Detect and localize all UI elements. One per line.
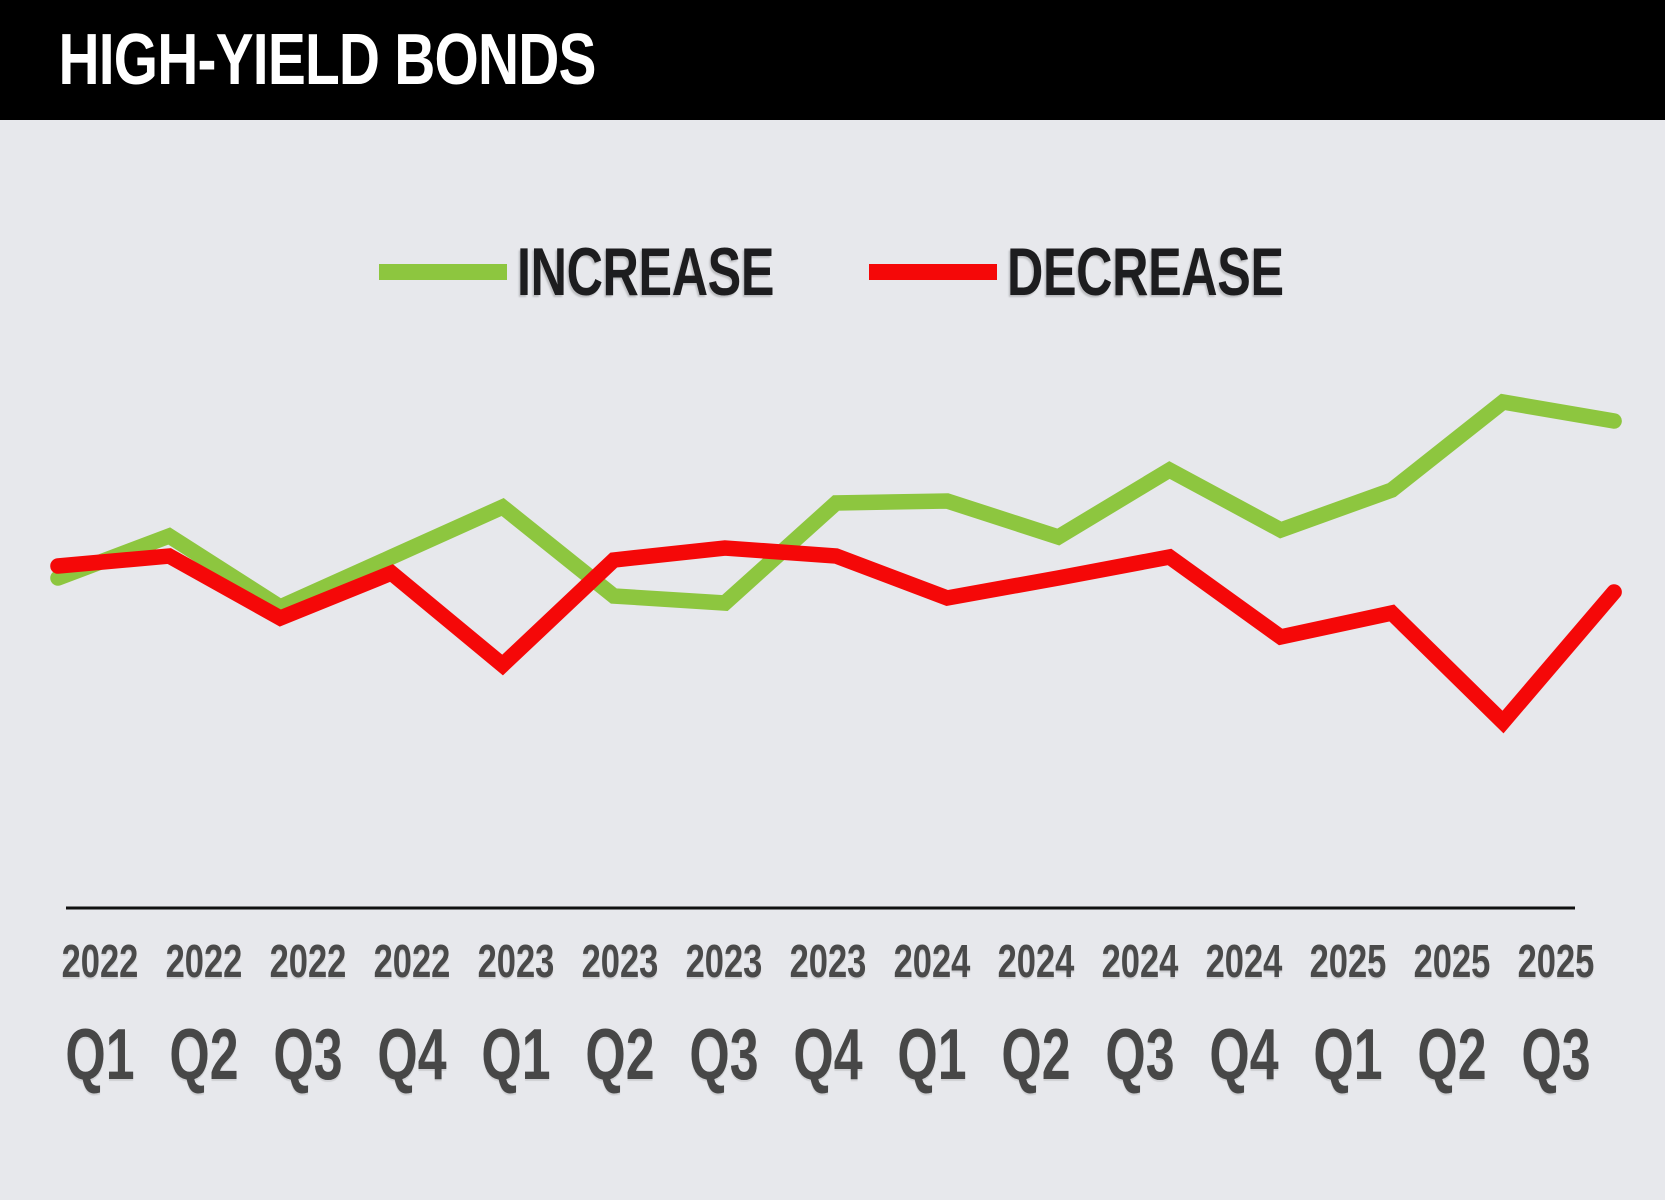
- quarter-label: Q3: [689, 1015, 759, 1095]
- legend-item-decrease: DECREASE: [868, 232, 1287, 312]
- increase-line: [50, 393, 1622, 616]
- x-axis-label-2022-Q4: 2022 Q4: [360, 936, 464, 1092]
- quarter-label: Q2: [1001, 1015, 1071, 1095]
- year-label: 2025: [1309, 935, 1387, 987]
- year-label: 2024: [893, 935, 971, 987]
- year-label: 2023: [477, 935, 555, 987]
- quarter-label: Q1: [1313, 1015, 1383, 1095]
- year-label: 2022: [165, 935, 243, 987]
- year-label: 2022: [373, 935, 451, 987]
- year-label: 2025: [1517, 935, 1595, 987]
- year-label: 2024: [1205, 935, 1283, 987]
- quarter-label: Q3: [273, 1015, 343, 1095]
- quarter-label: Q2: [169, 1015, 239, 1095]
- x-axis-label-2025-Q3: 2025 Q3: [1504, 936, 1608, 1092]
- x-axis-label-2022-Q2: 2022 Q2: [152, 936, 256, 1092]
- x-axis-label-2022-Q1: 2022 Q1: [48, 936, 152, 1092]
- legend-item-increase: INCREASE: [378, 232, 777, 312]
- x-axis-label-2024-Q3: 2024 Q3: [1088, 936, 1192, 1092]
- year-label: 2024: [1101, 935, 1179, 987]
- year-label: 2022: [269, 935, 347, 987]
- x-axis-label-2023-Q1: 2023 Q1: [464, 936, 568, 1092]
- x-axis-label-2023-Q4: 2023 Q4: [776, 936, 880, 1092]
- x-axis-label-2022-Q3: 2022 Q3: [256, 936, 360, 1092]
- decrease-line: [50, 540, 1622, 734]
- increase-line-swatch: [378, 264, 507, 280]
- quarter-label: Q2: [1417, 1015, 1487, 1095]
- quarter-label: Q3: [1521, 1015, 1591, 1095]
- page-title: HIGH-YIELD BONDS: [58, 20, 596, 100]
- x-axis-label-2025-Q1: 2025 Q1: [1296, 936, 1400, 1092]
- quarter-label: Q3: [1105, 1015, 1175, 1095]
- year-label: 2023: [789, 935, 867, 987]
- x-axis-label-2025-Q2: 2025 Q2: [1400, 936, 1504, 1092]
- quarter-label: Q1: [65, 1015, 135, 1095]
- year-label: 2024: [997, 935, 1075, 987]
- year-label: 2023: [581, 935, 659, 987]
- quarter-label: Q4: [1209, 1015, 1279, 1095]
- x-axis-label-2023-Q3: 2023 Q3: [672, 936, 776, 1092]
- quarter-label: Q1: [897, 1015, 967, 1095]
- year-label: 2022: [61, 935, 139, 987]
- x-axis-label-2023-Q2: 2023 Q2: [568, 936, 672, 1092]
- x-axis-label-2024-Q4: 2024 Q4: [1192, 936, 1296, 1092]
- x-axis-label-2024-Q1: 2024 Q1: [880, 936, 984, 1092]
- quarter-label: Q1: [481, 1015, 551, 1095]
- x-axis: 2022 Q1 2022 Q2 2022 Q3 2022 Q4 2023 Q1 2023 Q2 2023…: [48, 936, 1608, 1092]
- title-bar: HIGH-YIELD BONDS: [0, 0, 1665, 120]
- quarter-label: Q4: [377, 1015, 447, 1095]
- quarter-label: Q4: [793, 1015, 863, 1095]
- quarter-label: Q2: [585, 1015, 655, 1095]
- year-label: 2025: [1413, 935, 1491, 987]
- decrease-line-swatch: [868, 264, 997, 280]
- chart-legend: INCREASE DECREASE: [0, 232, 1665, 312]
- x-axis-label-2024-Q2: 2024 Q2: [984, 936, 1088, 1092]
- year-label: 2023: [685, 935, 763, 987]
